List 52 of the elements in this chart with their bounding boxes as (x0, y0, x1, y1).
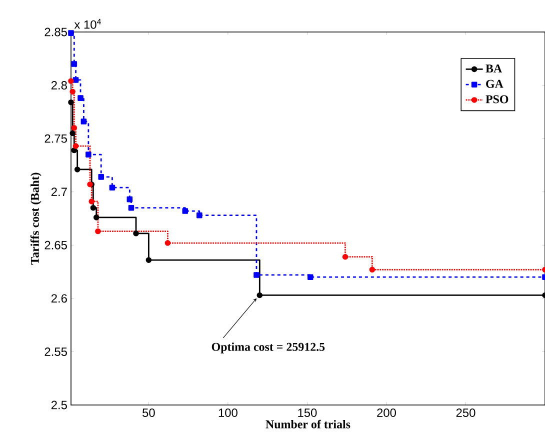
x-tick-label: 50 (142, 408, 155, 417)
point (78, 95, 84, 101)
point (80, 118, 87, 124)
point (68, 30, 74, 36)
point (256, 292, 263, 298)
y-tick-label: 2.85 (44, 28, 67, 36)
point (98, 174, 104, 180)
point (71, 61, 78, 67)
point (196, 212, 202, 218)
legend-label: BA (486, 64, 502, 72)
point (74, 166, 80, 172)
point (88, 198, 94, 204)
point (342, 254, 348, 260)
y-tick-label: 2.5 (51, 400, 67, 410)
legend-label: PSO (486, 95, 508, 104)
point (369, 266, 376, 273)
legend-label: GA (486, 80, 504, 88)
point (70, 130, 76, 136)
point (93, 214, 100, 220)
y-tick-label: 2.6 (51, 294, 67, 303)
point (254, 272, 260, 278)
point (71, 125, 78, 131)
x-tick-label: 100 (218, 408, 238, 417)
text: x 10$^{4}$ (74, 18, 101, 29)
y-tick-label: 2.7 (51, 188, 67, 196)
point (68, 78, 74, 84)
point (109, 184, 116, 190)
point (146, 257, 152, 263)
y-tick-label: 2.55 (44, 347, 67, 356)
point (72, 143, 79, 149)
x-tick-label: 150 (298, 408, 317, 417)
point (68, 99, 74, 106)
y-axis-title: Tariffs cost (Baht) (30, 172, 42, 265)
point (182, 208, 188, 214)
point (72, 77, 79, 83)
y-tick-label: 2.65 (44, 240, 67, 250)
y-tick-label: 2.75 (44, 134, 67, 143)
point (86, 152, 92, 158)
annotation: Optima cost = 25912.5 (212, 342, 325, 354)
x-tick-label: 200 (377, 408, 396, 417)
point (71, 147, 78, 154)
point (307, 274, 314, 280)
x-tick-label: 250 (456, 408, 476, 417)
point (90, 204, 96, 211)
point (95, 228, 101, 234)
point (133, 230, 139, 236)
point (164, 240, 171, 246)
x-axis-title: Number of trials (266, 420, 350, 428)
point (126, 196, 133, 202)
point (128, 204, 134, 211)
point (70, 88, 76, 95)
y-tick-label: 2.8 (51, 81, 67, 90)
